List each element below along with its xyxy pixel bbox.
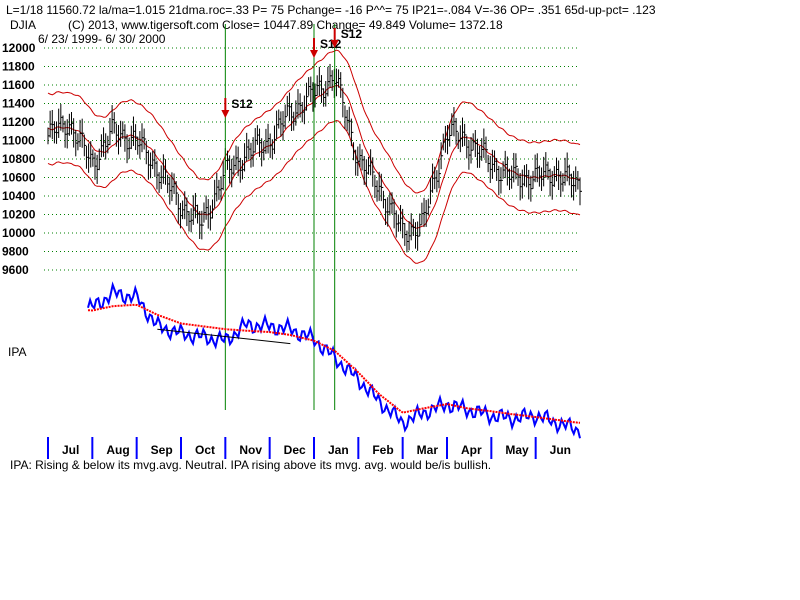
month-label: Feb: [372, 443, 393, 457]
month-label: May: [505, 443, 529, 457]
month-label: Aug: [106, 443, 129, 457]
symbol-label: DJIA: [10, 18, 36, 32]
y-tick-label: 10800: [2, 152, 36, 166]
month-label: Nov: [239, 443, 262, 457]
signal-arrowhead: [330, 40, 339, 48]
y-tick-label: 11200: [2, 115, 35, 129]
month-label: Jul: [62, 443, 79, 457]
y-tick-label: 11000: [2, 134, 35, 148]
footer-note: IPA: Rising & below its mvg.avg. Neutral…: [10, 458, 491, 472]
month-label: Apr: [461, 443, 482, 457]
ipa-trendline: [157, 328, 291, 345]
month-label: Dec: [284, 443, 306, 457]
y-tick-label: 10600: [2, 171, 36, 185]
month-label: Sep: [151, 443, 173, 457]
header-stats: L=1/18 11560.72 la/ma=1.015 21dma.roc=.3…: [6, 3, 656, 17]
month-label: Jan: [328, 443, 349, 457]
price-bars: [47, 63, 582, 253]
y-tick-label: 9800: [2, 245, 29, 259]
price-gridlines: [44, 47, 580, 271]
price-y-axis: 12000 11800 11600 11400 11200 11000 10800 10600…: [2, 41, 36, 277]
signal-label: S12: [320, 37, 342, 51]
signal-arrowhead: [221, 110, 230, 118]
y-tick-label: 10200: [2, 208, 36, 222]
y-tick-label: 11400: [2, 97, 35, 111]
y-tick-label: 10400: [2, 189, 36, 203]
ipa-line: [87, 281, 581, 439]
y-tick-label: 11600: [2, 78, 35, 92]
header-close-line: (C) 2013, www.tigersoft.com Close= 10447…: [68, 18, 503, 32]
ipa-label: IPA: [8, 345, 26, 359]
ipa-panel: [87, 281, 581, 439]
y-tick-label: 9600: [2, 263, 29, 277]
signal-label: S12: [231, 97, 253, 111]
date-range: 6/ 23/ 1999- 6/ 30/ 2000: [38, 32, 166, 46]
month-label: Mar: [417, 443, 439, 457]
signal-arrowhead: [310, 50, 318, 58]
y-tick-label: 11800: [2, 60, 35, 74]
ipa-moving-average-line: [87, 303, 581, 424]
month-label: Jun: [550, 443, 571, 457]
month-axis: Jul Aug Sep Oct Nov Dec Jan Feb Mar Apr May Jun: [47, 437, 571, 459]
signal-label: S12: [341, 27, 363, 41]
month-label: Oct: [195, 443, 215, 457]
y-tick-label: 10000: [2, 226, 36, 240]
y-tick-label: 12000: [2, 41, 36, 55]
